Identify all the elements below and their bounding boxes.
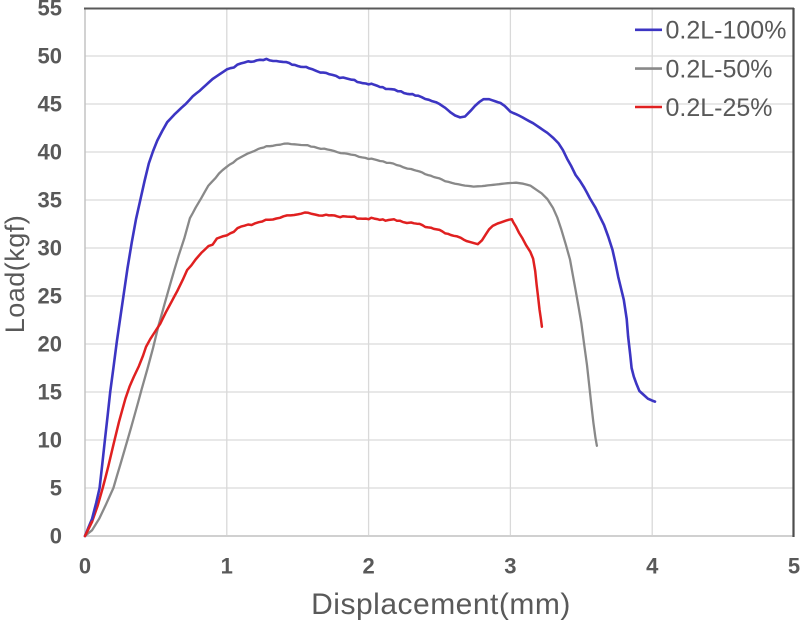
svg-text:40: 40 bbox=[38, 140, 62, 165]
svg-text:1: 1 bbox=[221, 554, 233, 579]
svg-text:20: 20 bbox=[38, 332, 62, 357]
svg-text:Displacement(mm): Displacement(mm) bbox=[311, 588, 571, 621]
svg-text:0: 0 bbox=[79, 554, 91, 579]
svg-text:50: 50 bbox=[38, 44, 62, 69]
svg-text:35: 35 bbox=[38, 188, 62, 213]
svg-text:0: 0 bbox=[50, 524, 62, 549]
svg-text:25: 25 bbox=[38, 284, 62, 309]
svg-text:5: 5 bbox=[50, 476, 62, 501]
svg-text:30: 30 bbox=[38, 236, 62, 261]
svg-text:0.2L-100%: 0.2L-100% bbox=[666, 17, 787, 45]
svg-text:Load(kgf): Load(kgf) bbox=[0, 215, 30, 334]
svg-text:10: 10 bbox=[38, 428, 62, 453]
svg-text:45: 45 bbox=[38, 92, 62, 117]
svg-text:15: 15 bbox=[38, 380, 62, 405]
svg-text:3: 3 bbox=[504, 554, 516, 579]
svg-text:0.2L-50%: 0.2L-50% bbox=[666, 55, 773, 83]
svg-text:2: 2 bbox=[362, 554, 374, 579]
svg-text:5: 5 bbox=[788, 554, 800, 579]
svg-text:0.2L-25%: 0.2L-25% bbox=[666, 94, 773, 122]
svg-text:4: 4 bbox=[646, 554, 659, 579]
svg-text:55: 55 bbox=[38, 0, 62, 21]
